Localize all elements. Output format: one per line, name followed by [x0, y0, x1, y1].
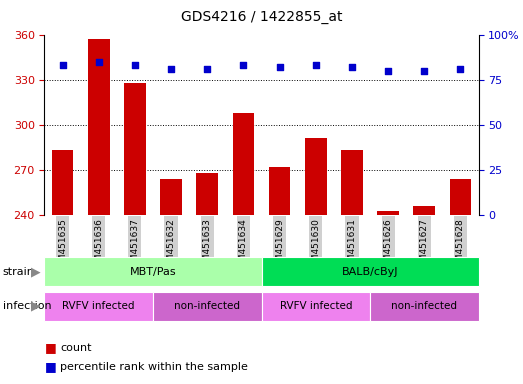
- Point: [203, 66, 211, 72]
- Bar: [305, 138, 326, 215]
- Text: infection: infection: [3, 301, 51, 311]
- Text: BALB/cByJ: BALB/cByJ: [342, 266, 399, 277]
- Bar: [233, 113, 254, 215]
- Bar: [341, 151, 363, 215]
- Text: RVFV infected: RVFV infected: [62, 301, 135, 311]
- Point: [312, 62, 320, 68]
- Bar: [88, 39, 110, 215]
- Text: ▶: ▶: [31, 300, 40, 313]
- Point: [456, 66, 464, 72]
- Bar: [377, 210, 399, 215]
- Bar: [160, 179, 182, 215]
- Text: non-infected: non-infected: [391, 301, 457, 311]
- Point: [167, 66, 175, 72]
- Point: [276, 64, 284, 70]
- Text: count: count: [60, 343, 92, 353]
- Point: [348, 64, 356, 70]
- Point: [384, 68, 392, 74]
- Text: MBT/Pas: MBT/Pas: [130, 266, 176, 277]
- Bar: [450, 179, 471, 215]
- Text: percentile rank within the sample: percentile rank within the sample: [60, 362, 248, 372]
- Point: [420, 68, 428, 74]
- Point: [59, 62, 67, 68]
- Bar: [197, 173, 218, 215]
- Bar: [413, 206, 435, 215]
- Text: GDS4216 / 1422855_at: GDS4216 / 1422855_at: [181, 10, 342, 23]
- Text: ■: ■: [44, 341, 56, 354]
- Bar: [52, 151, 73, 215]
- Text: ■: ■: [44, 360, 56, 373]
- Text: ▶: ▶: [31, 265, 40, 278]
- Bar: [269, 167, 290, 215]
- Text: RVFV infected: RVFV infected: [279, 301, 352, 311]
- Text: strain: strain: [3, 266, 35, 277]
- Point: [239, 62, 247, 68]
- Bar: [124, 83, 146, 215]
- Point: [95, 59, 103, 65]
- Point: [131, 62, 139, 68]
- Text: non-infected: non-infected: [174, 301, 240, 311]
